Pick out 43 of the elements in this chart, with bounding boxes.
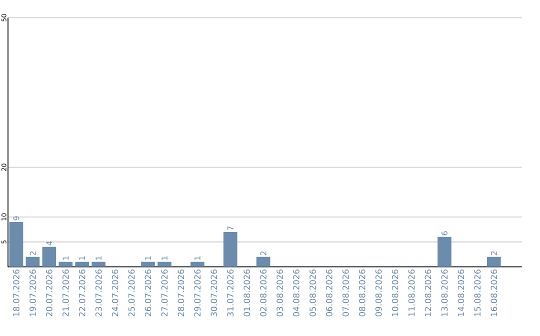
x-tick-label: 28.07.2026 <box>178 270 184 316</box>
bar <box>9 222 24 267</box>
bar <box>158 262 172 267</box>
x-tick-label: 07.08.2026 <box>342 270 349 316</box>
x-tick-label: 31.07.2026 <box>227 270 234 316</box>
x-tick-label: 23.07.2026 <box>95 270 102 316</box>
x-tick-label: 27.07.2026 <box>161 270 168 316</box>
x-tick-label: 25.07.2026 <box>128 270 135 316</box>
x-tick-label: 29.07.2026 <box>194 270 201 316</box>
bar <box>58 262 73 267</box>
bar <box>75 262 90 267</box>
bar <box>223 232 238 267</box>
x-tick-label: 21.07.2026 <box>62 270 69 316</box>
x-tick-label: 15.08.2026 <box>474 270 481 316</box>
x-tick-label: 04.08.2026 <box>293 270 300 316</box>
x-tick-label: 16.08.2026 <box>490 270 498 316</box>
bar <box>256 256 270 267</box>
x-tick-label: 13.08.2026 <box>441 270 448 316</box>
x-tick-label: 19.07.2026 <box>30 270 36 316</box>
x-tick-label: 08.08.2026 <box>358 270 366 316</box>
x-tick-label: 12.08.2026 <box>424 270 432 316</box>
x-tick-label: 01.08.2026 <box>244 270 250 316</box>
bar <box>141 262 155 267</box>
x-tick-label: 18.07.2026 <box>13 270 20 316</box>
x-tick-label: 02.08.2026 <box>260 270 266 316</box>
x-tick-label: 30.07.2026 <box>210 270 218 316</box>
bar <box>42 246 56 267</box>
x-tick-label: 22.07.2026 <box>78 270 86 316</box>
x-tick-label: 09.08.2026 <box>375 270 382 316</box>
bar <box>92 262 106 267</box>
x-tick-label: 10.08.2026 <box>392 270 398 316</box>
bar <box>26 256 40 267</box>
x-tick-label: 20.07.2026 <box>46 270 52 316</box>
x-tick-label: 03.08.2026 <box>276 270 283 316</box>
x-tick-label: 11.08.2026 <box>408 270 415 316</box>
x-tick-label: 06.08.2026 <box>326 270 332 316</box>
x-tick-label: 14.08.2026 <box>458 270 464 316</box>
x-tick-label: 26.07.2026 <box>144 270 152 316</box>
bar <box>486 256 501 267</box>
x-tick-label: 24.07.2026 <box>112 270 118 316</box>
bar <box>438 236 452 267</box>
bar <box>190 262 204 267</box>
x-tick-label: 05.08.2026 <box>310 270 316 316</box>
